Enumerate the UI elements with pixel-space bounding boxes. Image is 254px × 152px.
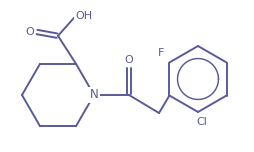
Text: O: O — [26, 27, 34, 37]
Text: F: F — [158, 47, 165, 57]
Text: N: N — [90, 88, 98, 102]
Text: Cl: Cl — [197, 117, 208, 127]
Text: O: O — [125, 55, 133, 65]
Text: OH: OH — [75, 11, 92, 21]
